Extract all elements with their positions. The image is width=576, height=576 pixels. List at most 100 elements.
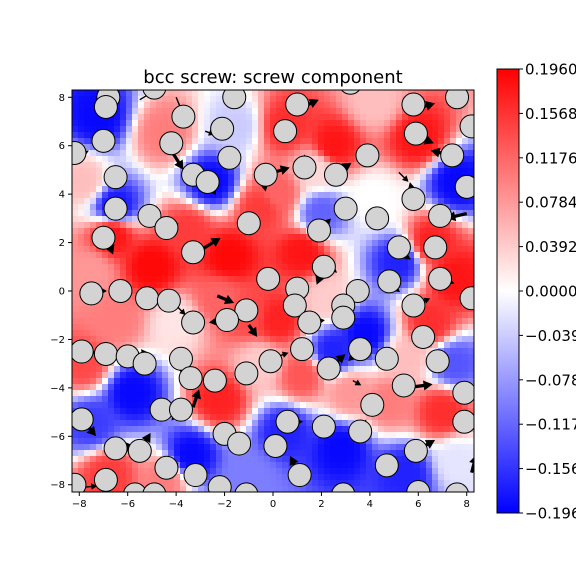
x-tick-label: −2 <box>217 499 232 510</box>
y-tick-label: −4 <box>50 383 65 394</box>
atom-87 <box>154 455 179 480</box>
y-tick-label: 0 <box>59 287 65 298</box>
plot-area <box>71 89 475 493</box>
atom-28 <box>154 216 179 241</box>
atom-4 <box>340 90 361 95</box>
x-tick-label: 0 <box>270 499 276 510</box>
colorbar-tick-label: −0.039 <box>525 327 576 345</box>
atom-55 <box>214 308 239 333</box>
arrow-39 <box>247 323 258 337</box>
colorbar: 0.1960 0.1568 0.1176 0.0784 0.0392 0.0000 −0.0… <box>496 61 576 523</box>
atom-59 <box>72 339 94 364</box>
atom-38 <box>386 235 411 260</box>
atom-74 <box>452 380 474 405</box>
colorbar-tick-label: 0.0392 <box>525 238 576 256</box>
atom-16 <box>292 155 317 180</box>
atom-18 <box>403 121 428 146</box>
atom-3 <box>285 92 310 117</box>
atom-24 <box>323 162 348 187</box>
colorbar-tick-label: −0.078 <box>525 371 576 389</box>
atom-70 <box>202 368 227 393</box>
atom-32 <box>365 206 390 231</box>
atom-34 <box>428 203 453 228</box>
arrow-65 <box>469 457 474 474</box>
atom-1 <box>142 90 167 100</box>
atom-50 <box>282 293 307 318</box>
atom-47 <box>135 286 160 311</box>
atom-44 <box>428 266 453 291</box>
atom-11 <box>459 114 474 139</box>
atom-53 <box>459 286 474 311</box>
atom-54 <box>181 310 206 335</box>
atom-36 <box>181 240 206 265</box>
atom-67 <box>374 346 399 371</box>
atom-45 <box>79 281 104 306</box>
atom-81 <box>311 414 336 439</box>
colorbar-tick-label: 0.1960 <box>525 61 576 79</box>
atom-75 <box>72 407 94 432</box>
colorbar-tick-label: 0.0000 <box>525 283 576 301</box>
atom-99 <box>331 482 355 492</box>
x-tick-label: 6 <box>415 499 421 510</box>
atom-43 <box>377 269 402 294</box>
atom-57 <box>331 305 356 330</box>
atom-72 <box>316 356 341 381</box>
atom-58 <box>411 325 436 350</box>
atom-88 <box>263 433 288 458</box>
atom-31 <box>333 196 358 221</box>
atom-14 <box>159 131 184 156</box>
atom-66 <box>348 337 373 362</box>
atom-8 <box>171 104 196 129</box>
atom-markers <box>72 90 474 492</box>
atom-90 <box>374 453 399 478</box>
atom-85 <box>103 436 128 461</box>
atom-23 <box>253 162 278 187</box>
atom-10 <box>273 119 298 144</box>
atom-42 <box>345 279 370 303</box>
arrow-53 <box>352 379 362 386</box>
atom-64 <box>258 349 283 374</box>
colorbar-gradient <box>496 68 520 514</box>
atom-5 <box>401 92 426 117</box>
atom-2 <box>222 90 247 110</box>
atom-35 <box>91 225 116 250</box>
atom-91 <box>403 438 428 463</box>
atom-33 <box>401 186 426 211</box>
atom-17 <box>355 143 380 168</box>
atom-73 <box>391 373 416 398</box>
atom-19 <box>440 143 465 168</box>
colorbar-tick-label: 0.1568 <box>525 105 576 123</box>
atom-101 <box>445 482 469 492</box>
x-tick-label: 2 <box>318 499 324 510</box>
atom-7 <box>93 94 118 119</box>
atom-79 <box>227 431 252 456</box>
atom-9 <box>210 116 235 141</box>
atom-52 <box>401 293 426 318</box>
y-tick-label: −6 <box>50 432 65 443</box>
atom-68 <box>425 349 450 374</box>
atom-48 <box>156 288 181 313</box>
atom-15 <box>217 145 242 170</box>
x-tick-label: −6 <box>120 499 135 510</box>
atom-100 <box>406 480 431 492</box>
atom-93 <box>93 467 118 492</box>
y-tick-label: 6 <box>59 141 65 152</box>
x-tick-label: −8 <box>72 499 87 510</box>
atom-94 <box>123 482 147 492</box>
atom-40 <box>256 266 281 291</box>
atom-65 <box>290 337 315 362</box>
atom-29 <box>236 211 261 236</box>
arrow-50 <box>191 389 201 408</box>
atom-39 <box>423 235 448 260</box>
atom-37 <box>311 254 336 279</box>
atom-84 <box>452 409 474 434</box>
atom-63 <box>168 346 193 371</box>
x-tick-label: 4 <box>367 499 373 510</box>
y-tick-label: 8 <box>59 93 65 104</box>
atom-20 <box>103 165 128 190</box>
atom-56 <box>297 310 322 335</box>
arrow-30 <box>216 294 235 305</box>
atom-86 <box>127 438 152 463</box>
atom-46 <box>108 279 133 303</box>
